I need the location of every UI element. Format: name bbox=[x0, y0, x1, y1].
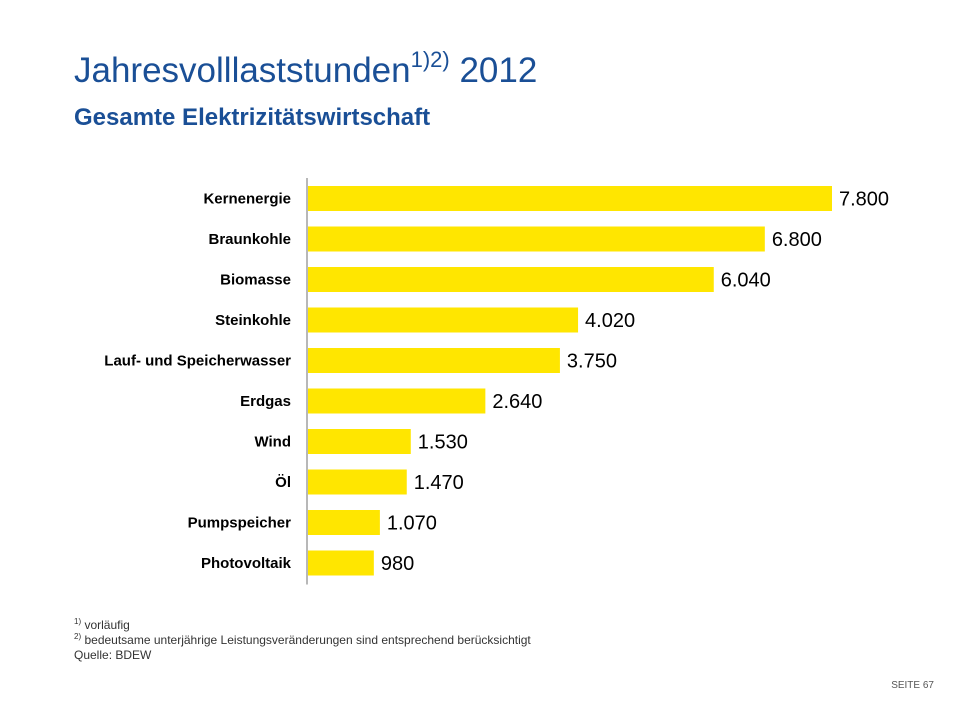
footnotes: 1) vorläufig 2) bedeutsame unterjährige … bbox=[74, 618, 531, 663]
category-label-ol: Öl bbox=[275, 474, 291, 491]
footnote-1-marker: 1) bbox=[74, 617, 82, 626]
title-year: 2012 bbox=[459, 51, 538, 90]
bar-wind bbox=[308, 429, 411, 454]
category-label-kernenergie: Kernenergie bbox=[203, 191, 291, 208]
footnote-1-text: vorläufig bbox=[84, 618, 130, 632]
footnote-2-text: bedeutsame unterjährige Leistungsverände… bbox=[84, 633, 531, 647]
value-label-pumpspeicher: 1.070 bbox=[387, 513, 437, 535]
footnote-1: 1) vorläufig bbox=[74, 618, 531, 633]
page-number: SEITE 67 bbox=[891, 680, 934, 691]
bar-ol bbox=[308, 469, 407, 495]
bar-photovoltaik bbox=[308, 550, 374, 576]
value-label-erdgas: 2.640 bbox=[492, 391, 542, 413]
category-label-pumpspeicher: Pumpspeicher bbox=[188, 515, 292, 532]
value-label-steinkohle: 4.020 bbox=[585, 310, 635, 332]
category-label-biomasse: Biomasse bbox=[220, 272, 291, 289]
category-label-erdgas: Erdgas bbox=[240, 393, 291, 410]
footnote-2: 2) bedeutsame unterjährige Leistungsverä… bbox=[74, 633, 531, 648]
value-label-wind: 1.530 bbox=[418, 432, 468, 454]
value-label-biomasse: 6.040 bbox=[721, 270, 771, 292]
title-superscript: 1)2) bbox=[410, 47, 450, 73]
source-note: Quelle: BDEW bbox=[74, 648, 152, 662]
value-label-braunkohle: 6.800 bbox=[772, 229, 822, 251]
value-label-kernenergie: 7.800 bbox=[839, 189, 889, 211]
bar-kernenergie bbox=[308, 186, 832, 211]
category-label-photovoltaik: Photovoltaik bbox=[201, 555, 292, 572]
value-label-photovoltaik: 980 bbox=[381, 553, 414, 575]
category-label-braunkohle: Braunkohle bbox=[208, 231, 291, 248]
bar-erdgas bbox=[308, 388, 486, 414]
slide-title: Jahresvolllaststunden1)2) 2012 bbox=[74, 49, 538, 91]
category-label-steinkohle: Steinkohle bbox=[215, 312, 291, 329]
footnote-2-marker: 2) bbox=[74, 632, 82, 641]
bar-biomasse bbox=[308, 267, 714, 292]
slide-subtitle: Gesamte Elektrizitätswirtschaft bbox=[74, 104, 431, 131]
bar-braunkohle bbox=[308, 226, 765, 252]
value-label-ol: 1.470 bbox=[414, 472, 464, 494]
value-label-lauf-und-speicherwasser: 3.750 bbox=[567, 351, 617, 373]
category-label-lauf-und-speicherwasser: Lauf- und Speicherwasser bbox=[104, 353, 291, 370]
title-text: Jahresvolllaststunden bbox=[74, 51, 411, 90]
category-label-wind: Wind bbox=[254, 434, 291, 451]
bar-lauf-und-speicherwasser bbox=[308, 348, 560, 373]
bar-steinkohle bbox=[308, 307, 579, 333]
bar-chart: Kernenergie 7.800 Braunkohle 6.800 Biomasse 6… bbox=[104, 178, 889, 585]
bar-pumpspeicher bbox=[308, 510, 380, 535]
